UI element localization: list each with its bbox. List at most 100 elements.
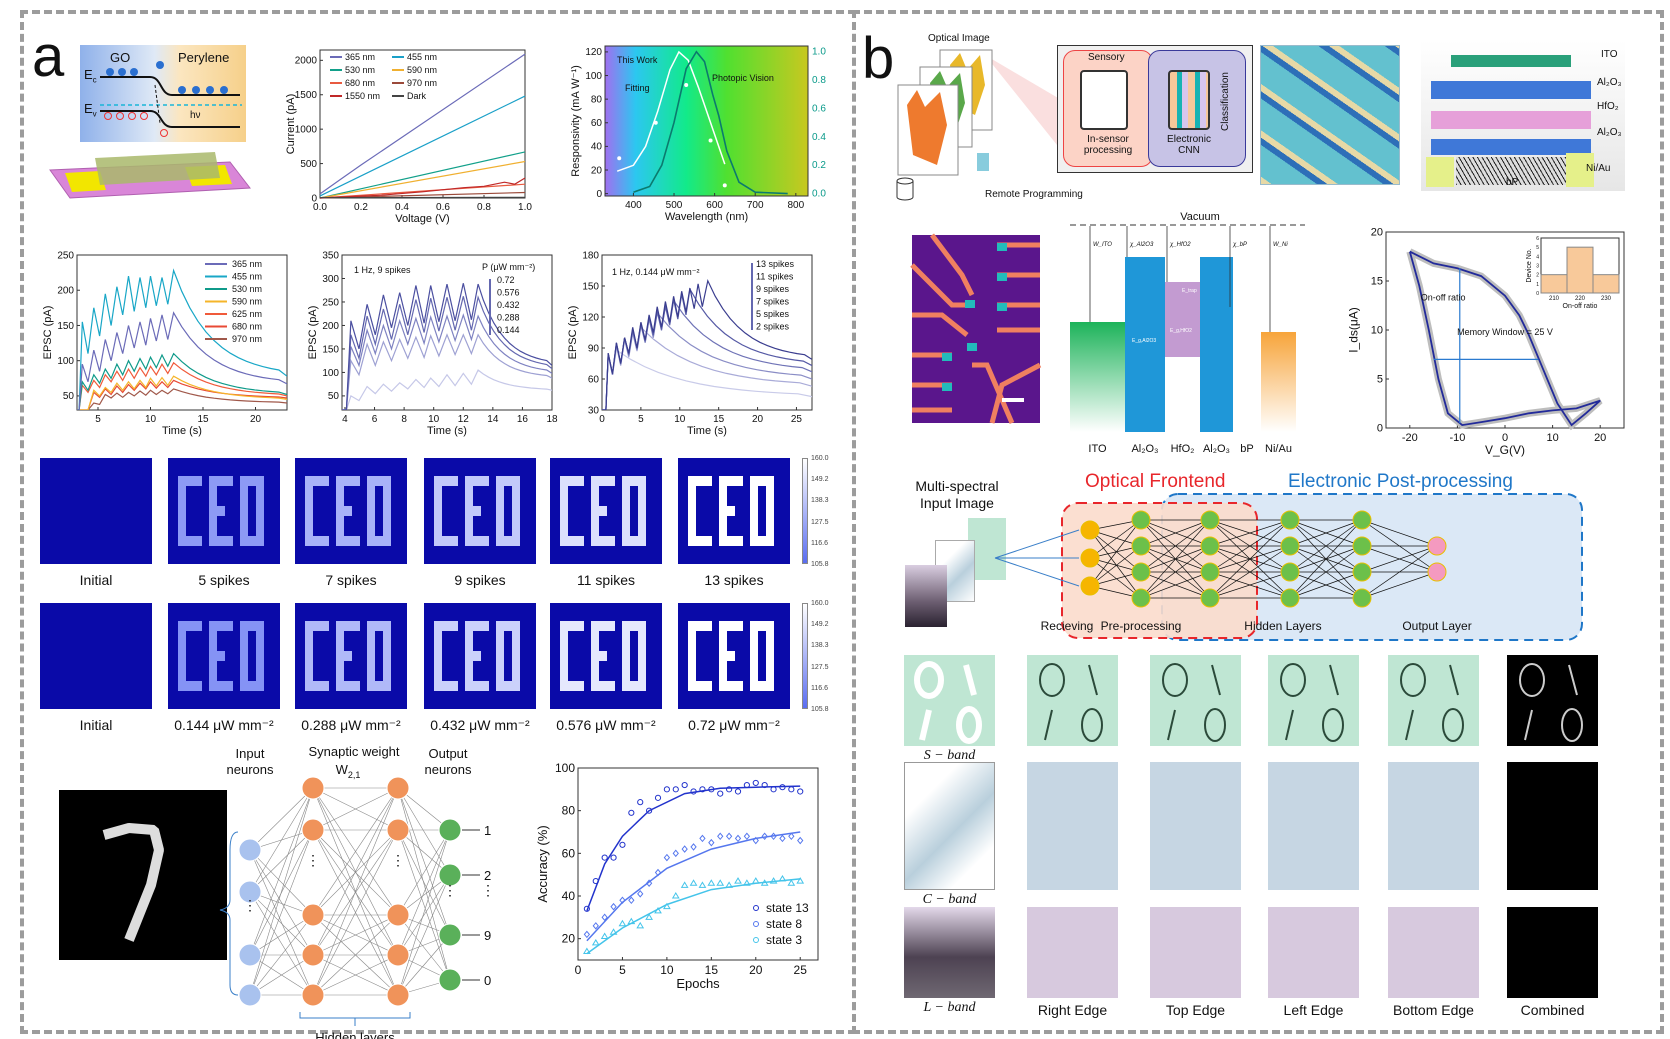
synapse bbox=[397, 874, 451, 996]
ceo-pixel bbox=[248, 476, 257, 486]
digit-one bbox=[1568, 664, 1578, 696]
connection bbox=[1140, 545, 1211, 599]
synapse bbox=[397, 829, 451, 981]
synapse bbox=[312, 829, 399, 956]
this-work-point bbox=[684, 82, 689, 87]
this-work-point bbox=[617, 156, 622, 161]
legend-marker bbox=[753, 921, 759, 927]
ceo-pixel bbox=[224, 476, 233, 486]
responsivity-chart: 400 500 600 700 800 0 20 40 60 80 100 120 Wavelength… bbox=[570, 45, 826, 223]
ceo-pixel bbox=[766, 641, 774, 651]
this-work-point bbox=[722, 183, 727, 188]
ceo-pixel bbox=[256, 526, 264, 536]
ceo-pixel bbox=[465, 641, 474, 651]
legend-label: 530 nm bbox=[345, 65, 375, 75]
x-tick-label: 0 bbox=[1502, 432, 1508, 444]
ceo-pixel bbox=[305, 661, 313, 671]
stack-label-al2o3-top: Al₂O₃ bbox=[1597, 77, 1622, 88]
ceo-pixel bbox=[512, 671, 520, 681]
ceo-pixel bbox=[688, 641, 696, 651]
inset-y-tick-label: 1 bbox=[1536, 282, 1539, 288]
series-line-365nm bbox=[319, 53, 526, 195]
ceo-pixel bbox=[312, 476, 321, 486]
remote-programming-label: Remote Programming bbox=[985, 189, 1083, 200]
connection bbox=[1289, 571, 1363, 599]
y-tick-label: 150 bbox=[322, 344, 339, 355]
series-line-970nm bbox=[77, 388, 287, 410]
y-tick-label: 100 bbox=[322, 368, 339, 379]
ceo-pixel bbox=[375, 536, 384, 546]
data-point bbox=[610, 902, 617, 911]
ceo-pixel bbox=[758, 621, 767, 631]
ceo-pixel bbox=[434, 641, 442, 651]
ceo-pixel bbox=[320, 536, 329, 546]
layer-stack-render: ITO Al₂O₃ HfO₂ Al₂O₃ Ni/Au bP bbox=[1421, 41, 1625, 191]
digit-one bbox=[1329, 664, 1339, 696]
neuron bbox=[1280, 510, 1300, 530]
data-point bbox=[671, 892, 680, 899]
data-point bbox=[779, 834, 786, 843]
ceo-pixel bbox=[434, 671, 442, 681]
colorbar-tick-label: 105.8 bbox=[811, 561, 829, 568]
legend-label: 680 nm bbox=[232, 322, 262, 332]
device-array-render bbox=[1260, 45, 1400, 185]
x-axis-label: Time (s) bbox=[162, 425, 202, 437]
edge-image bbox=[1388, 762, 1479, 890]
x-tick-label: 14 bbox=[487, 414, 499, 425]
ceo-pixel bbox=[383, 641, 391, 651]
ceo-pixel bbox=[638, 536, 646, 546]
series-line-590nm bbox=[77, 375, 287, 410]
y-tick-label: 1500 bbox=[295, 90, 318, 101]
input-image-label: Multi-spectral Input Image bbox=[915, 478, 999, 511]
optoelectronic-neural-network: Recieving Pre-processing Hidden Layers Outp… bbox=[994, 493, 1583, 641]
y-tick-label: 30 bbox=[588, 405, 600, 416]
ceo-pixel bbox=[606, 476, 615, 486]
ceo-label: 9 spikes bbox=[454, 572, 506, 588]
al2o3-top-layer bbox=[1431, 81, 1591, 99]
edge-image bbox=[1150, 762, 1241, 890]
y-tick-label: 100 bbox=[57, 356, 74, 367]
legend-label: 455 nm bbox=[232, 272, 262, 282]
colorbar bbox=[802, 458, 808, 564]
digits-sketch bbox=[914, 661, 982, 744]
ceo-image bbox=[678, 603, 790, 709]
ceo-pixel bbox=[434, 661, 442, 671]
ceo-pixel bbox=[727, 536, 735, 546]
connection bbox=[1209, 519, 1291, 547]
ceo-pixel bbox=[312, 621, 321, 631]
digit-zero bbox=[1519, 663, 1545, 697]
ceo-pixel bbox=[224, 681, 233, 691]
ceo-pixel bbox=[441, 681, 450, 691]
gap-symbol: E_trap bbox=[1182, 288, 1197, 294]
ceo-pixel bbox=[719, 631, 728, 641]
ceo-pixel bbox=[178, 651, 186, 661]
ceo-pixel bbox=[750, 506, 759, 516]
ceo-pixel bbox=[473, 536, 481, 546]
series-line-5spikes bbox=[602, 326, 812, 410]
ceo-label: Initial bbox=[79, 572, 113, 588]
ceo-pixel bbox=[622, 506, 631, 516]
ceo-pixel bbox=[638, 651, 646, 661]
x-tick-label: 5 bbox=[638, 414, 644, 425]
legend-marker bbox=[753, 905, 759, 911]
ceo-pixel bbox=[465, 661, 474, 671]
ceo-pixel bbox=[591, 536, 600, 546]
data-point bbox=[610, 854, 617, 861]
ceo-pixel bbox=[178, 476, 186, 486]
ceo-pixel bbox=[560, 536, 568, 546]
ceo-pixel bbox=[512, 476, 520, 486]
synapse bbox=[312, 914, 399, 996]
legend-label: 0.288 bbox=[497, 313, 520, 323]
ceo-pixel bbox=[305, 671, 313, 681]
neuron bbox=[1427, 536, 1447, 556]
ceo-pixel bbox=[750, 476, 759, 486]
perylene-label: Perylene bbox=[178, 50, 230, 65]
colorbar-tick-label: 127.5 bbox=[811, 663, 829, 671]
ceo-pixel bbox=[434, 536, 442, 546]
ceo-pixel bbox=[240, 641, 249, 651]
ceo-pixel bbox=[185, 476, 194, 486]
ceo-pixel bbox=[638, 621, 646, 631]
band-block-5 bbox=[1261, 332, 1296, 432]
ceo-pixel bbox=[178, 526, 186, 536]
ceo-pixel bbox=[240, 631, 249, 641]
